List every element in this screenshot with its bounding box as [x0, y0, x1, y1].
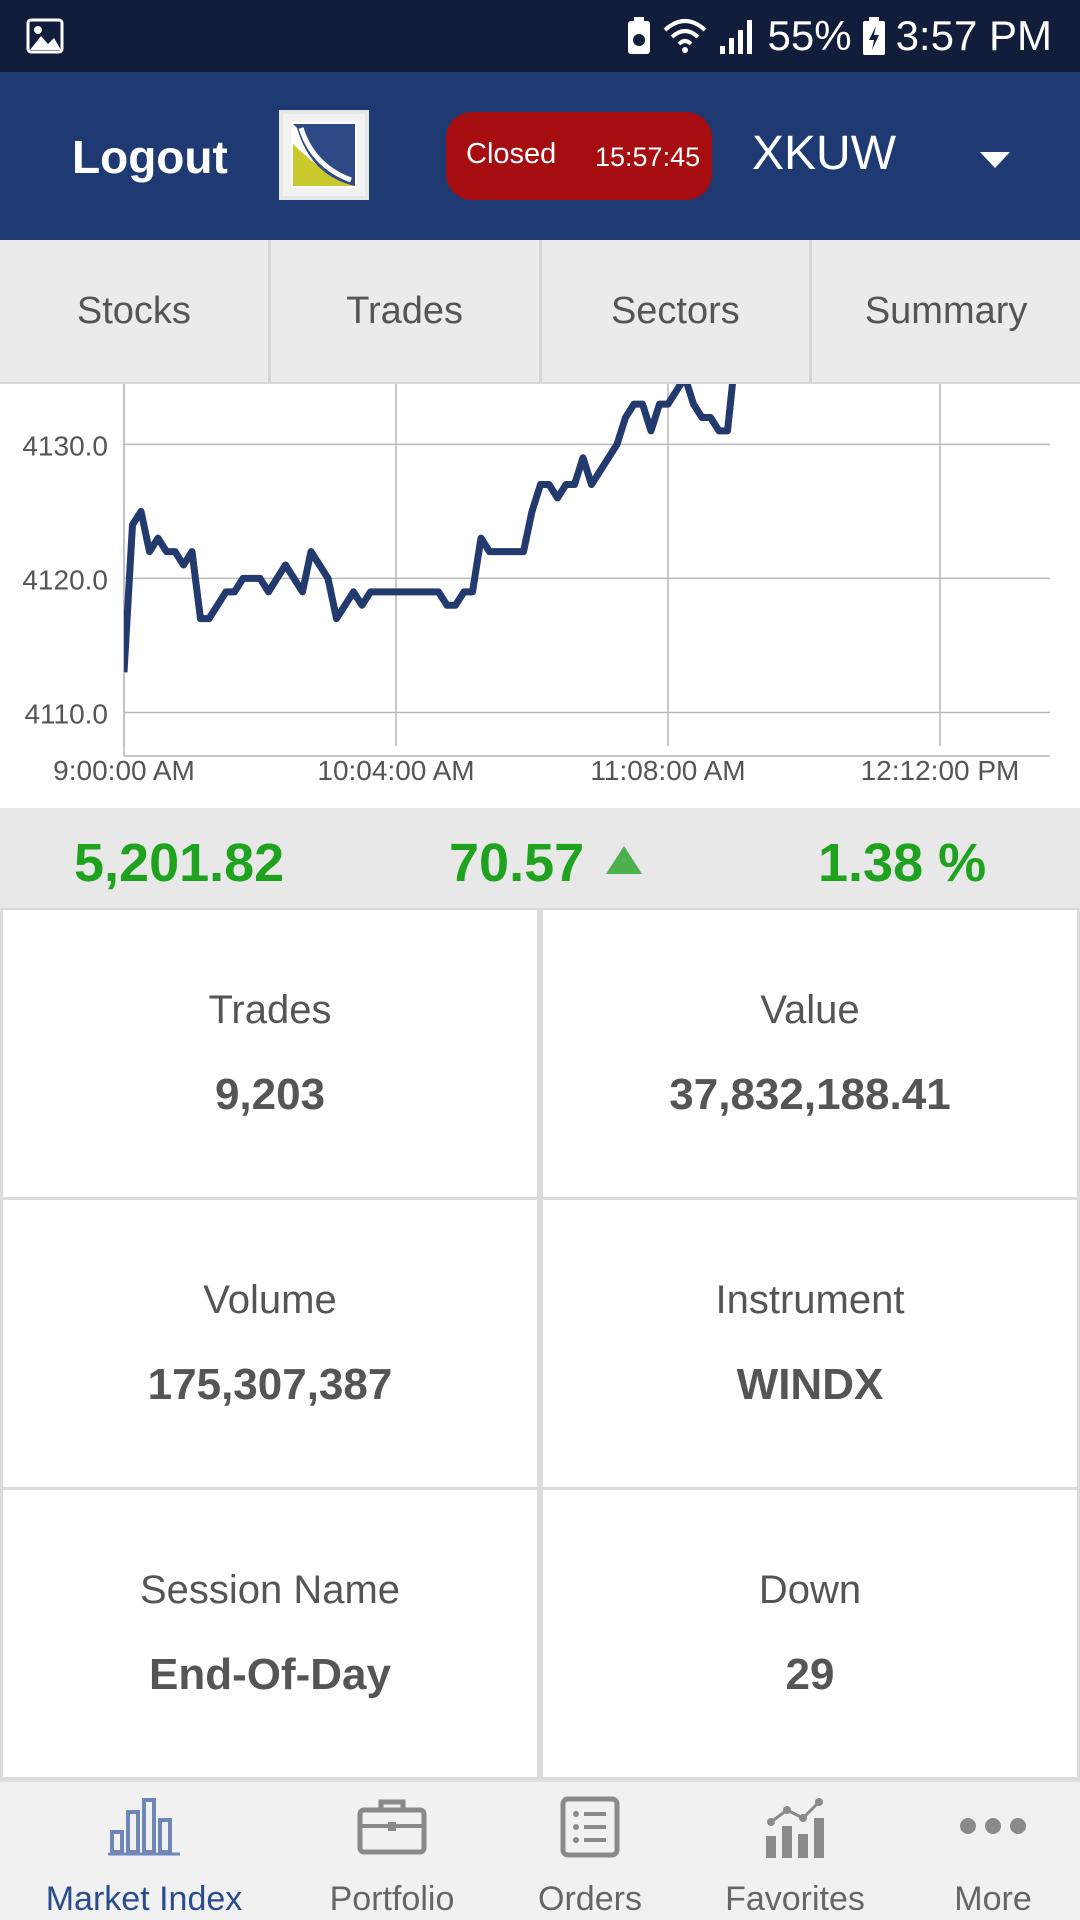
nav-orders[interactable]: Orders — [530, 1782, 650, 1920]
chevron-down-icon[interactable] — [980, 152, 1010, 168]
bottom-navigation: Market Index Portfolio Orders Favor — [0, 1780, 1080, 1920]
nav-market-index[interactable]: Market Index — [46, 1782, 242, 1920]
stat-volume: Volume 175,307,387 — [0, 1200, 540, 1490]
market-status-badge: Closed 15:57:45 — [446, 112, 712, 200]
stat-instrument: Instrument WINDX — [540, 1200, 1080, 1490]
x-tick-label: 11:08:00 AM — [590, 755, 745, 786]
stats-grid: Trades 9,203 Value 37,832,188.41 Volume … — [0, 910, 1080, 1780]
stat-value: 37,832,188.41 — [669, 1070, 951, 1119]
stat-trades: Trades 9,203 — [0, 910, 540, 1200]
brand-logo — [279, 110, 369, 200]
index-series-line — [124, 384, 736, 673]
leaf-logo-icon — [291, 122, 357, 188]
y-tick-label: 4110.0 — [24, 698, 108, 729]
list-document-icon — [560, 1796, 620, 1858]
tab-bar: Stocks Trades Sectors Summary — [0, 240, 1080, 384]
y-tick-label: 4120.0 — [22, 564, 108, 595]
clock: 3:57 PM — [895, 12, 1052, 59]
tab-trades[interactable]: Trades — [271, 240, 542, 382]
stat-value-total: Value 37,832,188.41 — [540, 910, 1080, 1200]
app-header: Logout Closed 15:57:45 XKUW — [0, 72, 1080, 240]
stat-label: Value — [760, 988, 860, 1032]
tab-summary[interactable]: Summary — [864, 289, 1028, 332]
stat-value: 175,307,387 — [147, 1360, 393, 1409]
nav-label: Orders — [538, 1880, 642, 1918]
bar-chart-icon — [108, 1798, 180, 1856]
status-bar: 55% 3:57 PM — [0, 0, 1080, 72]
logout-button[interactable]: Logout — [72, 131, 228, 183]
stat-label: Session Name — [139, 1568, 401, 1612]
nav-label: More — [954, 1880, 1032, 1918]
gallery-icon — [26, 18, 64, 54]
nav-portfolio[interactable]: Portfolio — [330, 1782, 454, 1920]
nav-label: Market Index — [45, 1880, 243, 1918]
index-change-percent: 1.38 % — [818, 833, 987, 893]
briefcase-icon — [357, 1799, 427, 1855]
index-chart[interactable]: 4110.0 4120.0 4130.0 9:00:00 AM 10:04:00 AM 1… — [0, 384, 1080, 808]
stat-value: End-Of-Day — [149, 1650, 391, 1699]
wifi-icon — [663, 19, 706, 53]
x-tick-label: 12:12:00 PM — [861, 755, 1020, 786]
nav-favorites[interactable]: Favorites — [725, 1782, 865, 1920]
battery-charging-icon — [862, 17, 885, 55]
exchange-selector[interactable]: XKUW — [752, 127, 896, 180]
x-tick-label: 9:00:00 AM — [53, 755, 195, 786]
battery-percent: 55% — [767, 12, 852, 59]
index-summary-row: 5,201.82 70.57 1.38 % — [0, 808, 1080, 910]
stat-session-name: Session Name End-Of-Day — [0, 1490, 540, 1780]
arrow-up-icon — [606, 846, 642, 874]
tab-sectors[interactable]: Sectors — [542, 240, 813, 382]
stat-label: Volume — [203, 1278, 337, 1322]
stat-value: 29 — [785, 1650, 835, 1699]
stat-value: WINDX — [736, 1360, 884, 1409]
nav-label: Favorites — [725, 1880, 865, 1918]
stat-label: Down — [758, 1568, 862, 1612]
stat-label: Trades — [208, 988, 332, 1032]
index-line-chart: 4110.0 4120.0 4130.0 9:00:00 AM 10:04:00 AM 1… — [22, 384, 1050, 786]
trend-chart-icon — [766, 1798, 824, 1858]
y-tick-label: 4130.0 — [22, 430, 108, 461]
more-dots-icon — [960, 1818, 1026, 1834]
nav-more[interactable]: More — [933, 1782, 1053, 1920]
market-time: 15:57:45 — [595, 142, 701, 172]
stat-label: Instrument — [715, 1278, 905, 1322]
stat-down: Down 29 — [540, 1490, 1080, 1780]
x-tick-label: 10:04:00 AM — [317, 755, 474, 786]
market-status: Closed — [466, 138, 557, 170]
index-change: 70.57 — [449, 833, 585, 893]
stat-value: 9,203 — [214, 1070, 326, 1119]
signal-icon — [719, 20, 752, 54]
battery-saver-icon — [627, 17, 650, 54]
index-value: 5,201.82 — [74, 833, 285, 893]
tab-stocks[interactable]: Stocks — [0, 240, 271, 382]
nav-label: Portfolio — [329, 1880, 455, 1918]
